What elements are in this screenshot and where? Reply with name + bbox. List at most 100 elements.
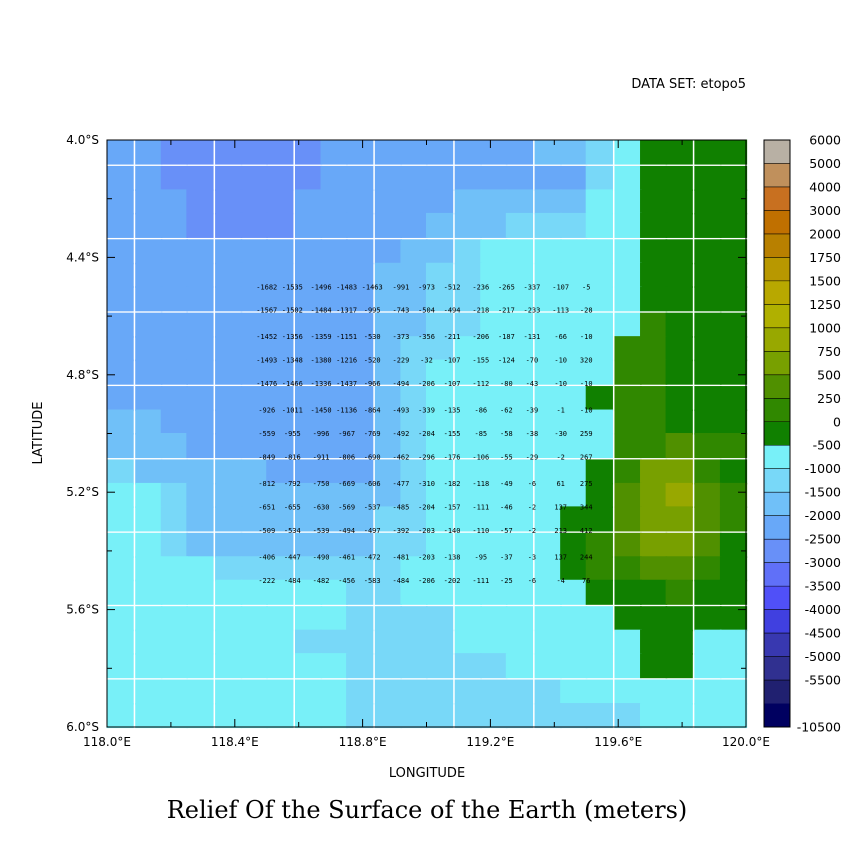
cell-value-label: -520: [364, 357, 381, 365]
heatmap-cell: [266, 433, 294, 459]
heatmap-cell: [614, 629, 642, 655]
heatmap-cell: [505, 653, 534, 679]
heatmap-cell: [560, 189, 588, 215]
cell-value-label: -583: [364, 577, 381, 585]
heatmap-cell: [240, 239, 268, 265]
heatmap-cell: [346, 703, 374, 729]
heatmap-cell: [640, 482, 668, 508]
heatmap-cell: [135, 653, 163, 679]
heatmap-cell: [425, 286, 454, 312]
heatmap-cell: [294, 409, 323, 435]
heatmap-cell: [374, 556, 403, 582]
heatmap-cell: [160, 459, 189, 485]
heatmap-cell: [480, 139, 508, 165]
cell-value-label: -1476: [256, 380, 277, 388]
cell-value-label: -497: [364, 527, 381, 535]
cell-value-label: -1151: [336, 333, 357, 341]
cell-value-label: -816: [284, 453, 301, 461]
heatmap-cell: [505, 386, 534, 412]
heatmap-cell: [640, 579, 668, 605]
heatmap-cell: [480, 336, 508, 362]
heatmap-cell: [186, 482, 214, 508]
heatmap-cell: [135, 336, 163, 362]
heatmap-cell: [160, 409, 189, 435]
colorbar-swatch: [764, 492, 790, 517]
cell-value-label: 320: [580, 357, 593, 365]
heatmap-cell: [534, 433, 562, 459]
cell-value-label: -10: [580, 407, 593, 415]
cell-value-label: -492: [393, 430, 410, 438]
heatmap-cell: [160, 482, 189, 508]
heatmap-cell: [534, 212, 562, 238]
heatmap-cell: [374, 459, 403, 485]
cell-value-label: 76: [582, 577, 590, 585]
heatmap-cell: [320, 139, 348, 165]
heatmap-cell: [320, 336, 348, 362]
heatmap-cell: [719, 336, 748, 362]
cell-value-label: -1496: [311, 283, 332, 291]
cell-value-label: -111: [472, 503, 489, 511]
cell-value-label: -157: [444, 503, 461, 511]
heatmap-cell: [400, 212, 428, 238]
heatmap-cell: [135, 286, 163, 312]
heatmap-cell: [560, 579, 588, 605]
heatmap-cell: [320, 653, 348, 679]
cell-value-label: -1356: [282, 333, 303, 341]
heatmap-cell: [186, 165, 214, 191]
heatmap-cell: [400, 506, 428, 532]
heatmap-cell: [135, 139, 163, 165]
heatmap-cell: [346, 532, 374, 558]
cell-value-label: -996: [313, 430, 330, 438]
heatmap-cell: [266, 653, 294, 679]
heatmap-cell: [480, 386, 508, 412]
heatmap-cell: [106, 556, 134, 582]
heatmap-cell: [454, 312, 482, 338]
heatmap-cell: [186, 579, 214, 605]
heatmap-cell: [425, 262, 454, 288]
cell-value-label: -218: [472, 307, 489, 315]
heatmap-cell: [585, 606, 613, 632]
heatmap-cell: [454, 653, 482, 679]
heatmap-cell: [374, 409, 403, 435]
heatmap-cell: [585, 459, 613, 485]
heatmap-cell: [480, 653, 508, 679]
heatmap-cell: [320, 433, 348, 459]
heatmap-cell: [374, 139, 403, 165]
heatmap-cell: [294, 386, 323, 412]
heatmap-cell: [294, 359, 323, 385]
heatmap-cell: [106, 336, 134, 362]
heatmap-cell: [106, 212, 134, 238]
heatmap-cell: [454, 239, 482, 265]
cell-value-label: -630: [313, 503, 330, 511]
heatmap-cell: [534, 556, 562, 582]
heatmap-cell: [240, 262, 268, 288]
heatmap-cell: [560, 409, 588, 435]
colorbar-swatch: [764, 539, 790, 564]
heatmap-cell: [454, 286, 482, 312]
heatmap-cell: [240, 703, 268, 729]
heatmap-cell: [135, 312, 163, 338]
heatmap-cell: [719, 286, 748, 312]
heatmap-cell: [374, 629, 403, 655]
heatmap-cell: [694, 703, 722, 729]
heatmap-cell: [640, 532, 668, 558]
heatmap-cell: [665, 262, 693, 288]
heatmap-cell: [614, 556, 642, 582]
cell-value-label: -265: [498, 283, 515, 291]
cell-value-label: -4: [556, 577, 564, 585]
cell-value-label: -233: [524, 307, 541, 315]
cell-value-label: -113: [552, 307, 569, 315]
heatmap-cell: [694, 359, 722, 385]
cell-value-label: 244: [580, 553, 593, 561]
heatmap-cell: [694, 139, 722, 165]
heatmap-cell: [640, 336, 668, 362]
heatmap-cell: [135, 409, 163, 435]
heatmap-cell: [560, 336, 588, 362]
cell-value-label: -206: [418, 577, 435, 585]
heatmap-cell: [694, 482, 722, 508]
cell-value-label: -750: [313, 480, 330, 488]
heatmap-cell: [694, 459, 722, 485]
heatmap-cell: [585, 409, 613, 435]
cell-value-label: -1452: [256, 333, 277, 341]
heatmap-cell: [240, 386, 268, 412]
